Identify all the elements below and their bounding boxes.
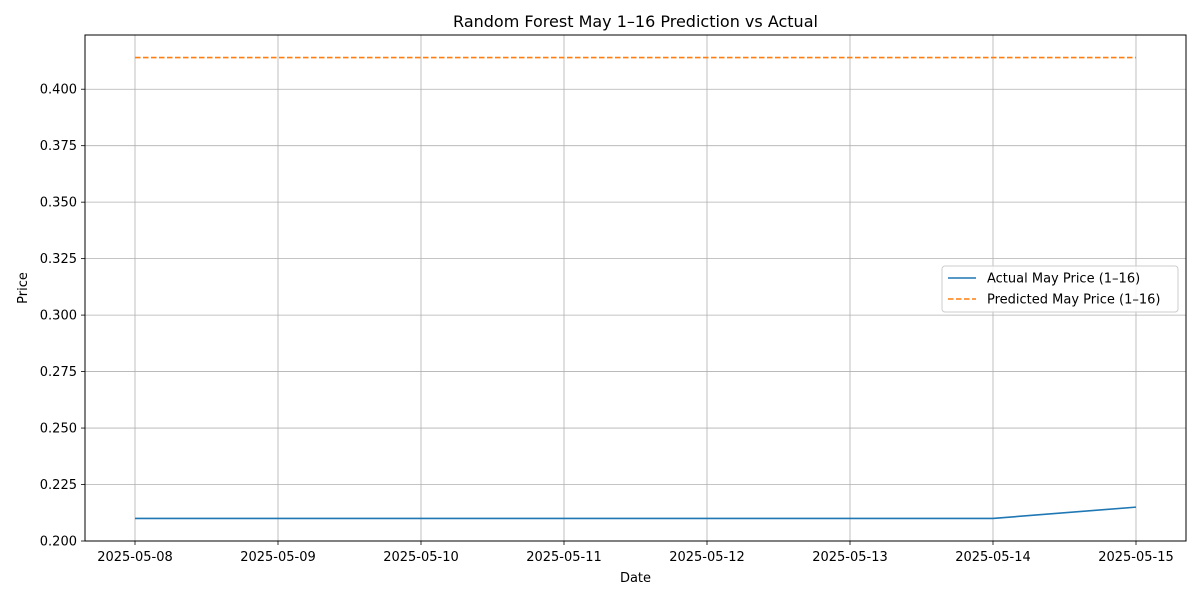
y-axis-ticks: 0.200 0.225 0.250 0.275 0.300 0.325 0.350 0.375…: [40, 83, 85, 550]
y-tick-label: 0.375: [40, 139, 77, 154]
y-axis-label: Price: [16, 272, 31, 304]
x-axis-ticks: 2025-05-08 2025-05-09 2025-05-10 2025-05-11…: [97, 541, 1174, 565]
y-tick-label: 0.275: [40, 365, 77, 380]
y-tick-label: 0.250: [40, 422, 77, 437]
x-axis-label: Date: [620, 571, 651, 586]
legend: Actual May Price (1–16) Predicted May Pri…: [941, 265, 1179, 313]
series-line-actual: [135, 506, 1137, 520]
grid-lines: [85, 35, 1186, 542]
x-tick-label: 2025-05-10: [383, 550, 459, 565]
series-layer: [135, 56, 1137, 520]
y-tick-label: 0.300: [40, 309, 77, 324]
x-tick-label: 2025-05-09: [240, 550, 316, 565]
chart-title: Random Forest May 1–16 Prediction vs Act…: [453, 12, 818, 31]
x-tick-label: 2025-05-14: [955, 550, 1031, 565]
legend-entry-label: Predicted May Price (1–16): [987, 293, 1160, 308]
x-tick-label: 2025-05-12: [669, 550, 745, 565]
legend-entry-label: Actual May Price (1–16): [987, 272, 1140, 287]
y-tick-label: 0.325: [40, 252, 77, 267]
y-tick-label: 0.225: [40, 478, 77, 493]
x-tick-label: 2025-05-11: [526, 550, 602, 565]
x-tick-label: 2025-05-13: [812, 550, 888, 565]
y-tick-label: 0.350: [40, 196, 77, 211]
y-tick-label: 0.400: [40, 83, 77, 98]
x-tick-label: 2025-05-08: [97, 550, 173, 565]
x-tick-label: 2025-05-15: [1098, 550, 1174, 565]
legend-box: [941, 265, 1179, 313]
y-tick-label: 0.200: [40, 535, 77, 550]
plot-area-frame: [84, 34, 1187, 542]
